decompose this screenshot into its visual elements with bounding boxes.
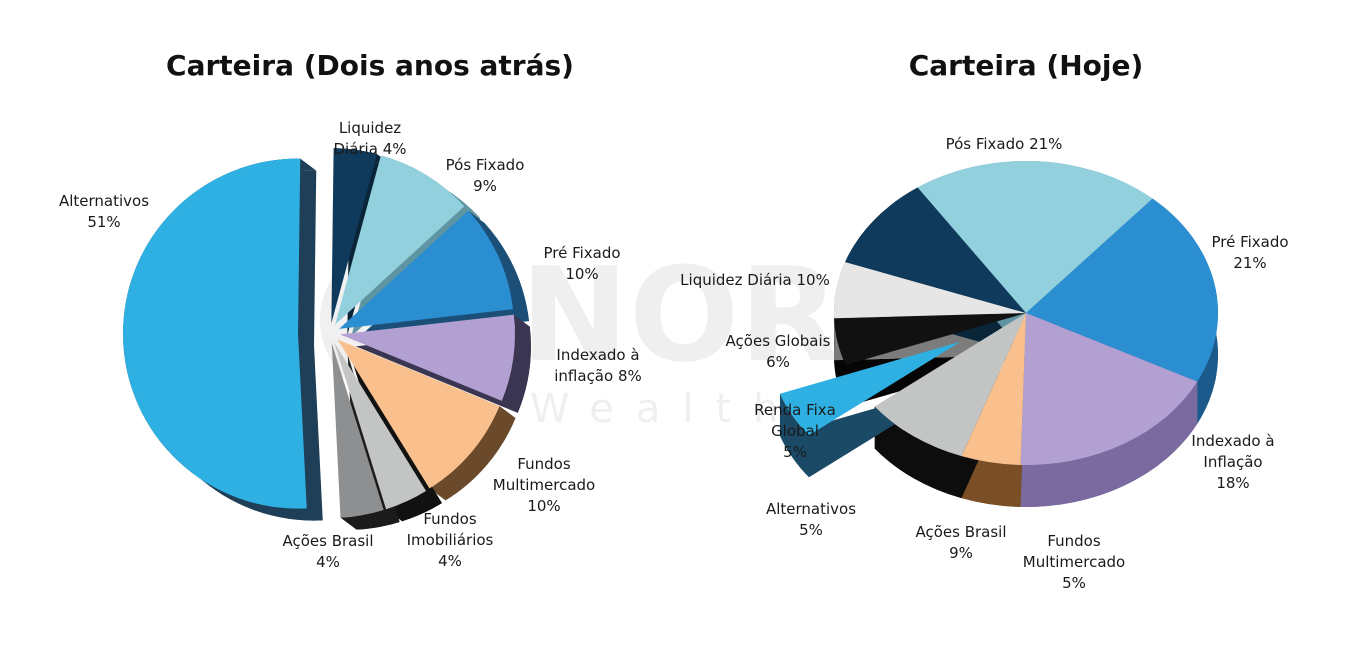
right-label-line: Renda Fixa bbox=[754, 401, 836, 419]
left-slice-pos-fixado bbox=[335, 155, 465, 325]
right-label-line: 18% bbox=[1216, 474, 1249, 492]
right-slice-alternativos bbox=[779, 341, 961, 436]
right-label-pos-fixado-21: Pós Fixado 21% bbox=[946, 135, 1063, 153]
left-slice-indexado-a bbox=[339, 314, 515, 401]
right-label-line: Fundos bbox=[1047, 532, 1101, 550]
right-label-line: Liquidez Diária 10% bbox=[680, 271, 830, 289]
left-label-indexado-a: Indexado à inflação 8% bbox=[554, 346, 642, 385]
left-label-line: 4% bbox=[438, 552, 462, 570]
chart-title-right: Carteira (Hoje) bbox=[909, 49, 1144, 82]
left-label-line: 10% bbox=[565, 265, 598, 283]
left-label-line: Indexado à bbox=[556, 346, 639, 364]
left-label-line: Pré Fixado bbox=[543, 244, 620, 262]
pie-left bbox=[123, 148, 531, 530]
chart-title-left: Carteira (Dois anos atrás) bbox=[166, 49, 574, 82]
right-label-line: Inflação bbox=[1203, 453, 1262, 471]
right-slice-pos-fixado-21 bbox=[917, 161, 1153, 313]
right-label-line: 5% bbox=[799, 521, 823, 539]
left-slice-liquidez bbox=[331, 148, 378, 324]
right-slice-pre-fixado bbox=[1026, 198, 1219, 382]
right-label-renda-fixa: Renda Fixa Global 5% bbox=[754, 401, 836, 461]
pie-right-labels: Pós Fixado 21% Pré Fixado 21% Indexado à Inf… bbox=[680, 135, 1288, 592]
left-slice-pre-fixado bbox=[339, 210, 513, 329]
right-slice-renda-fixa bbox=[834, 313, 1026, 365]
right-label-fundos: Fundos Multimercado 5% bbox=[1023, 532, 1125, 592]
right-label-line: 9% bbox=[949, 544, 973, 562]
right-label-line: Pré Fixado bbox=[1211, 233, 1288, 251]
left-label-line: Diária 4% bbox=[333, 140, 406, 158]
right-label-liquidez-diaria-10: Liquidez Diária 10% bbox=[680, 271, 830, 289]
left-label-line: Pós Fixado bbox=[446, 156, 525, 174]
left-label-pos-fixado: Pós Fixado 9% bbox=[446, 156, 525, 195]
left-label-line: Alternativos bbox=[59, 192, 149, 210]
left-label-line: Ações Brasil bbox=[282, 532, 373, 550]
left-label-line: Liquidez bbox=[339, 119, 401, 137]
right-slice-liquidez-diaria-10 bbox=[845, 187, 1026, 313]
right-label-line: Pós Fixado 21% bbox=[946, 135, 1063, 153]
left-label-acoes-brasil: Ações Brasil 4% bbox=[282, 532, 373, 571]
right-label-alternativos: Alternativos 5% bbox=[766, 500, 856, 539]
left-label-line: Multimercado bbox=[493, 476, 595, 494]
right-slice-acoes-brasil bbox=[874, 313, 1026, 457]
left-label-line: inflação 8% bbox=[554, 367, 642, 385]
right-label-acoes-globais: Ações Globais 6% bbox=[726, 332, 831, 371]
right-slice-acoes-globais bbox=[834, 261, 1026, 319]
right-slice-indexado-a bbox=[1020, 313, 1198, 465]
watermark-sub: Wealth bbox=[530, 386, 800, 432]
left-label-pre-fixado: Pré Fixado 10% bbox=[543, 244, 620, 283]
left-label-line: 51% bbox=[87, 213, 120, 231]
left-slice-fundos bbox=[334, 342, 427, 510]
right-label-line: 6% bbox=[766, 353, 790, 371]
right-label-acoes-brasil: Ações Brasil 9% bbox=[915, 523, 1006, 562]
right-slice-fundos bbox=[961, 313, 1026, 465]
left-label-alternativos: Alternativos 51% bbox=[59, 192, 149, 231]
right-label-line: Multimercado bbox=[1023, 553, 1125, 571]
right-label-line: Global bbox=[771, 422, 819, 440]
left-slice-acoes-brasil bbox=[331, 342, 384, 518]
right-label-pre-fixado: Pré Fixado 21% bbox=[1211, 233, 1288, 272]
left-label-line: 10% bbox=[527, 497, 560, 515]
left-slice-fundos bbox=[337, 339, 500, 489]
left-label-liquidez: Liquidez Diária 4% bbox=[333, 119, 406, 158]
left-label-fundos: Fundos Multimercado 10% bbox=[493, 455, 595, 515]
right-label-indexado-a: Indexado à Inflação 18% bbox=[1191, 432, 1274, 492]
pie-right bbox=[779, 161, 1219, 508]
right-label-line: 5% bbox=[783, 443, 807, 461]
right-label-line: Alternativos bbox=[766, 500, 856, 518]
right-label-line: 21% bbox=[1233, 254, 1266, 272]
left-label-line: Fundos bbox=[517, 455, 571, 473]
left-label-line: 9% bbox=[473, 177, 497, 195]
right-label-line: 5% bbox=[1062, 574, 1086, 592]
left-slice-alternativos bbox=[123, 158, 307, 509]
left-label-line: Imobiliários bbox=[407, 531, 494, 549]
left-label-fundos: Fundos Imobiliários 4% bbox=[407, 510, 494, 570]
right-label-line: Ações Globais bbox=[726, 332, 831, 350]
right-label-line: Indexado à bbox=[1191, 432, 1274, 450]
pie-left-labels: Alternativos 51% Liquidez Diária 4% Pós Fixa… bbox=[59, 119, 642, 571]
left-label-line: Fundos bbox=[423, 510, 477, 528]
right-label-line: Ações Brasil bbox=[915, 523, 1006, 541]
left-label-line: 4% bbox=[316, 553, 340, 571]
